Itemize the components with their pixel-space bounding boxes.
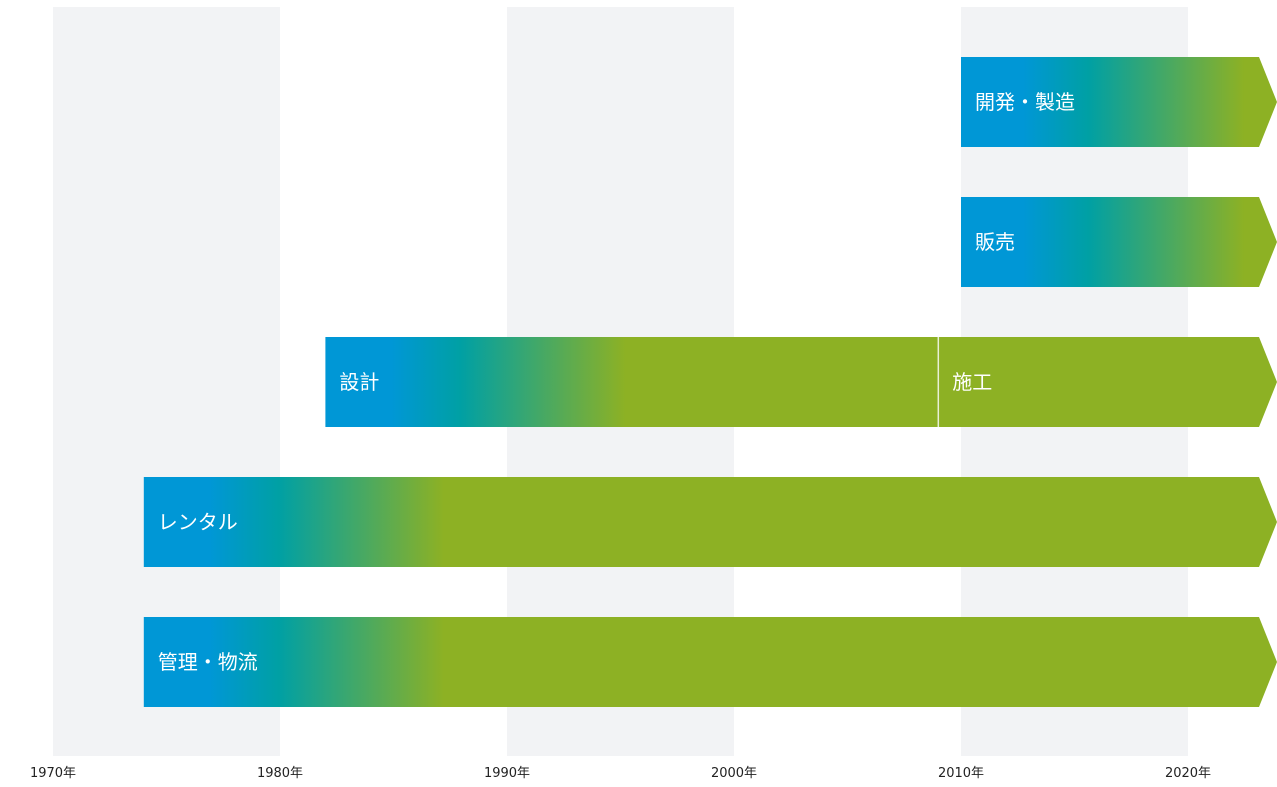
x-tick-label: 2000年 [711, 766, 757, 781]
bar-shape [961, 197, 1277, 287]
x-tick-label: 1980年 [257, 766, 303, 781]
x-tick-label: 2010年 [938, 766, 984, 781]
bar-label: 販売 [975, 230, 1015, 254]
bar-shape [143, 617, 1277, 707]
x-tick-label: 2020年 [1165, 766, 1211, 781]
x-axis-ticks: 1970年 1980年 1990年 2000年 2010年 2020年 [30, 766, 1211, 781]
bar-label: 開発・製造 [975, 90, 1075, 114]
bar-shape [961, 57, 1277, 147]
x-tick-label: 1970年 [30, 766, 76, 781]
bar-shape [325, 337, 1277, 427]
bar-3: 設計 施工 [325, 337, 1277, 427]
bar-label: 設計 [339, 370, 379, 394]
bar-2: 販売 [961, 197, 1277, 287]
bar-label: 管理・物流 [158, 650, 258, 674]
bar-label: レンタル [158, 510, 238, 534]
bar-4: レンタル [143, 477, 1277, 567]
bar-shape [143, 477, 1277, 567]
bar-5: 管理・物流 [143, 617, 1277, 707]
x-tick-label: 1990年 [484, 766, 530, 781]
bar-1: 開発・製造 [961, 57, 1277, 147]
bar-label: 施工 [952, 370, 992, 394]
